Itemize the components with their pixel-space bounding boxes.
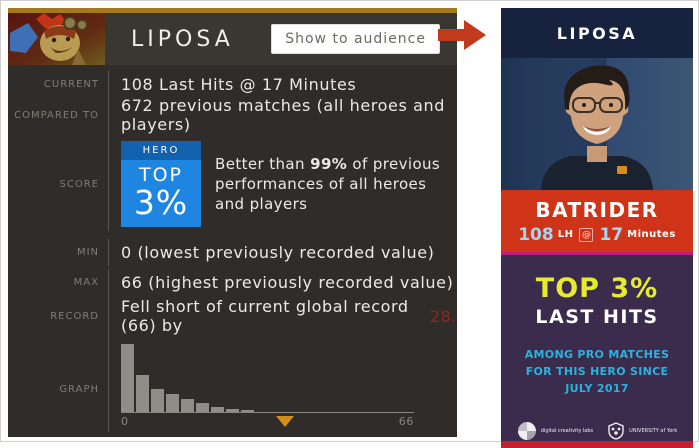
- row-record-label: RECORD: [50, 310, 99, 322]
- gold-top-bar: [8, 8, 457, 13]
- record-text: Fell short of current global record (66)…: [121, 297, 409, 335]
- university-of-york-logo: UNIVERSITY of York: [607, 422, 677, 440]
- axis-max-label: 66: [398, 415, 414, 428]
- row-compared-to-label: COMPARED TO: [14, 109, 99, 121]
- badge-pct-text: 3%: [133, 183, 189, 223]
- histogram-bar: [181, 399, 194, 412]
- histogram-bar: [241, 410, 254, 412]
- card-stat-line: 108 LH @ 17 Minutes: [501, 225, 693, 245]
- red-arrow-icon: [438, 20, 486, 50]
- stats-rows: CURRENT 108 Last Hits @ 17 Minutes COMPA…: [8, 65, 457, 438]
- show-to-audience-button[interactable]: Show to audience: [271, 24, 440, 54]
- audience-card: LIPOSA BATRIDER: [501, 8, 693, 448]
- card-summary-section: TOP 3% LAST HITS AMONG PRO MATCHES FOR T…: [501, 255, 693, 442]
- badge-hero-label: HERO: [121, 141, 201, 161]
- axis-min-label: 0: [121, 415, 129, 428]
- row-max: MAX 66 (highest previously recorded valu…: [8, 267, 457, 298]
- hero-score-badge: HERO TOP 3%: [121, 141, 201, 227]
- arrow-shaft: [438, 29, 466, 41]
- card-stat-value: 108: [518, 224, 554, 245]
- row-current-value: 108 Last Hits @ 17 Minutes: [108, 70, 457, 98]
- row-min-value: 0 (lowest previously recorded value): [108, 239, 457, 266]
- card-time-unit: Minutes: [627, 229, 676, 240]
- panel-title: LIPOSA: [131, 26, 234, 52]
- magenta-divider: [501, 252, 693, 255]
- card-time-value: 17: [599, 224, 624, 245]
- score-desc-bold: 99%: [310, 154, 348, 173]
- york-icon: [608, 422, 624, 440]
- arrow-head: [464, 20, 486, 50]
- histogram-bar: [226, 409, 239, 412]
- card-bottom-strip: [501, 441, 693, 448]
- row-score-value: HERO TOP 3% Better than 99% of previous …: [108, 137, 457, 231]
- row-graph-label: GRAPH: [59, 384, 99, 395]
- score-desc-post: of previous performances of all heroes a…: [215, 154, 441, 214]
- stats-panel-header: LIPOSA Show to audience: [8, 13, 457, 65]
- hero-portrait-batrider: [8, 13, 105, 65]
- card-subhead: LAST HITS: [535, 306, 659, 328]
- x-axis-line: [121, 412, 414, 413]
- row-record: RECORD Fell short of current global reco…: [8, 293, 457, 339]
- dc-labs-text: digital creativity labs: [540, 427, 594, 434]
- score-description: Better than 99% of previous performances…: [215, 154, 457, 215]
- row-compared-to-value: 672 previous matches (all heroes and pla…: [108, 92, 457, 138]
- card-hero-name: BATRIDER: [535, 197, 659, 222]
- current-value-marker-icon: [276, 416, 295, 427]
- histogram-bar: [166, 394, 179, 412]
- at-symbol-icon: @: [579, 227, 594, 242]
- histogram-bar: [151, 389, 164, 412]
- row-current-label: CURRENT: [43, 78, 99, 90]
- histogram-bar: [211, 407, 224, 412]
- card-blurb: AMONG PRO MATCHES FOR THIS HERO SINCE JU…: [524, 348, 670, 396]
- row-graph: GRAPH 0 66: [8, 334, 457, 438]
- histogram-bar: [196, 403, 209, 412]
- row-current: CURRENT 108 Last Hits @ 17 Minutes: [8, 68, 457, 100]
- player-photo: [501, 58, 693, 190]
- york-text: UNIVERSITY of York: [629, 427, 678, 434]
- row-score: SCORE HERO TOP 3% Better than 99% of pre…: [8, 130, 457, 238]
- row-graph-value: 0 66: [108, 338, 457, 432]
- row-max-value: 66 (highest previously recorded value): [108, 269, 457, 296]
- badge-top-percent: TOP 3%: [121, 160, 201, 227]
- row-record-value: Fell short of current global record (66)…: [108, 293, 457, 339]
- row-score-label: SCORE: [59, 178, 99, 190]
- badge-top-text: TOP: [138, 164, 184, 187]
- hero-band: BATRIDER 108 LH @ 17 Minutes: [501, 190, 693, 252]
- sponsor-logos: digital creativity labs UNIVERSITY of Yo…: [517, 421, 677, 441]
- card-headline: TOP 3%: [535, 273, 659, 304]
- score-desc-pre: Better than: [215, 154, 311, 173]
- row-compared-to: COMPARED TO 672 previous matches (all he…: [8, 92, 457, 138]
- digital-creativity-labs-logo: digital creativity labs: [517, 421, 593, 441]
- row-min: MIN 0 (lowest previously recorded value): [8, 238, 457, 267]
- row-max-label: MAX: [73, 277, 99, 288]
- stats-panel: LIPOSA Show to audience CURRENT 108 Last…: [8, 8, 457, 437]
- histogram-bar: [136, 375, 149, 412]
- dc-labs-icon: [517, 422, 536, 441]
- x-axis-labels: 0 66: [121, 413, 414, 428]
- card-player-name: LIPOSA: [501, 8, 693, 58]
- card-stat-unit: LH: [557, 229, 574, 240]
- histogram-bar: [121, 344, 134, 412]
- histogram-plot: 0 66: [121, 342, 414, 428]
- histogram-bars: [121, 342, 414, 412]
- record-deficit-number: 28.: [429, 306, 457, 326]
- row-min-label: MIN: [76, 247, 99, 258]
